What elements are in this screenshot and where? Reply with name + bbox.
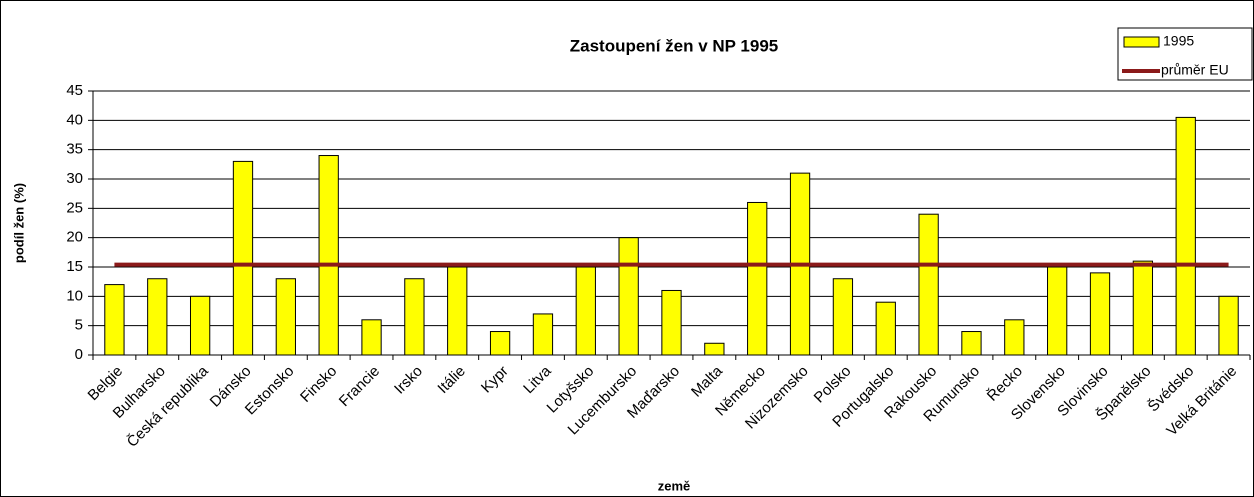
bar [104,284,125,356]
bar [1047,266,1068,356]
y-tick-label: 15 [66,258,83,275]
bar [447,266,468,356]
bar [575,266,596,356]
bar [489,331,511,356]
bar [961,331,982,356]
bar [1218,295,1239,356]
bar [189,295,211,356]
legend-swatch [1123,36,1160,48]
y-axis-title: podíl žen (%) [11,183,26,263]
x-axis-title: země [658,478,691,493]
bar [147,278,168,356]
bar [532,313,554,356]
y-tick-label: 45 [66,82,83,99]
y-tick-label: 10 [66,287,83,304]
y-tick-label: 40 [66,111,83,128]
y-tick-label: 30 [66,170,83,187]
bar [747,201,768,356]
bar [232,160,254,356]
y-tick-label: 20 [66,229,83,246]
legend-label: 1995 [1163,33,1194,49]
bar [704,342,725,356]
bar [1004,319,1025,356]
bar [832,278,854,356]
y-tick-label: 35 [66,141,83,158]
bar [275,278,296,356]
bar [318,155,339,356]
bar [361,319,382,356]
bar [618,237,639,356]
legend-label: průměr EU [1161,62,1229,78]
bar [918,213,939,356]
bar [1132,260,1154,356]
bar [404,278,425,356]
y-tick-label: 5 [75,317,83,334]
chart-title: Zastoupení žen v NP 1995 [570,36,778,55]
bar [1175,116,1196,356]
bar [1089,272,1111,356]
bar [661,289,682,356]
bar [875,301,896,356]
y-tick-label: 0 [75,346,83,363]
y-tick-label: 25 [66,199,83,216]
